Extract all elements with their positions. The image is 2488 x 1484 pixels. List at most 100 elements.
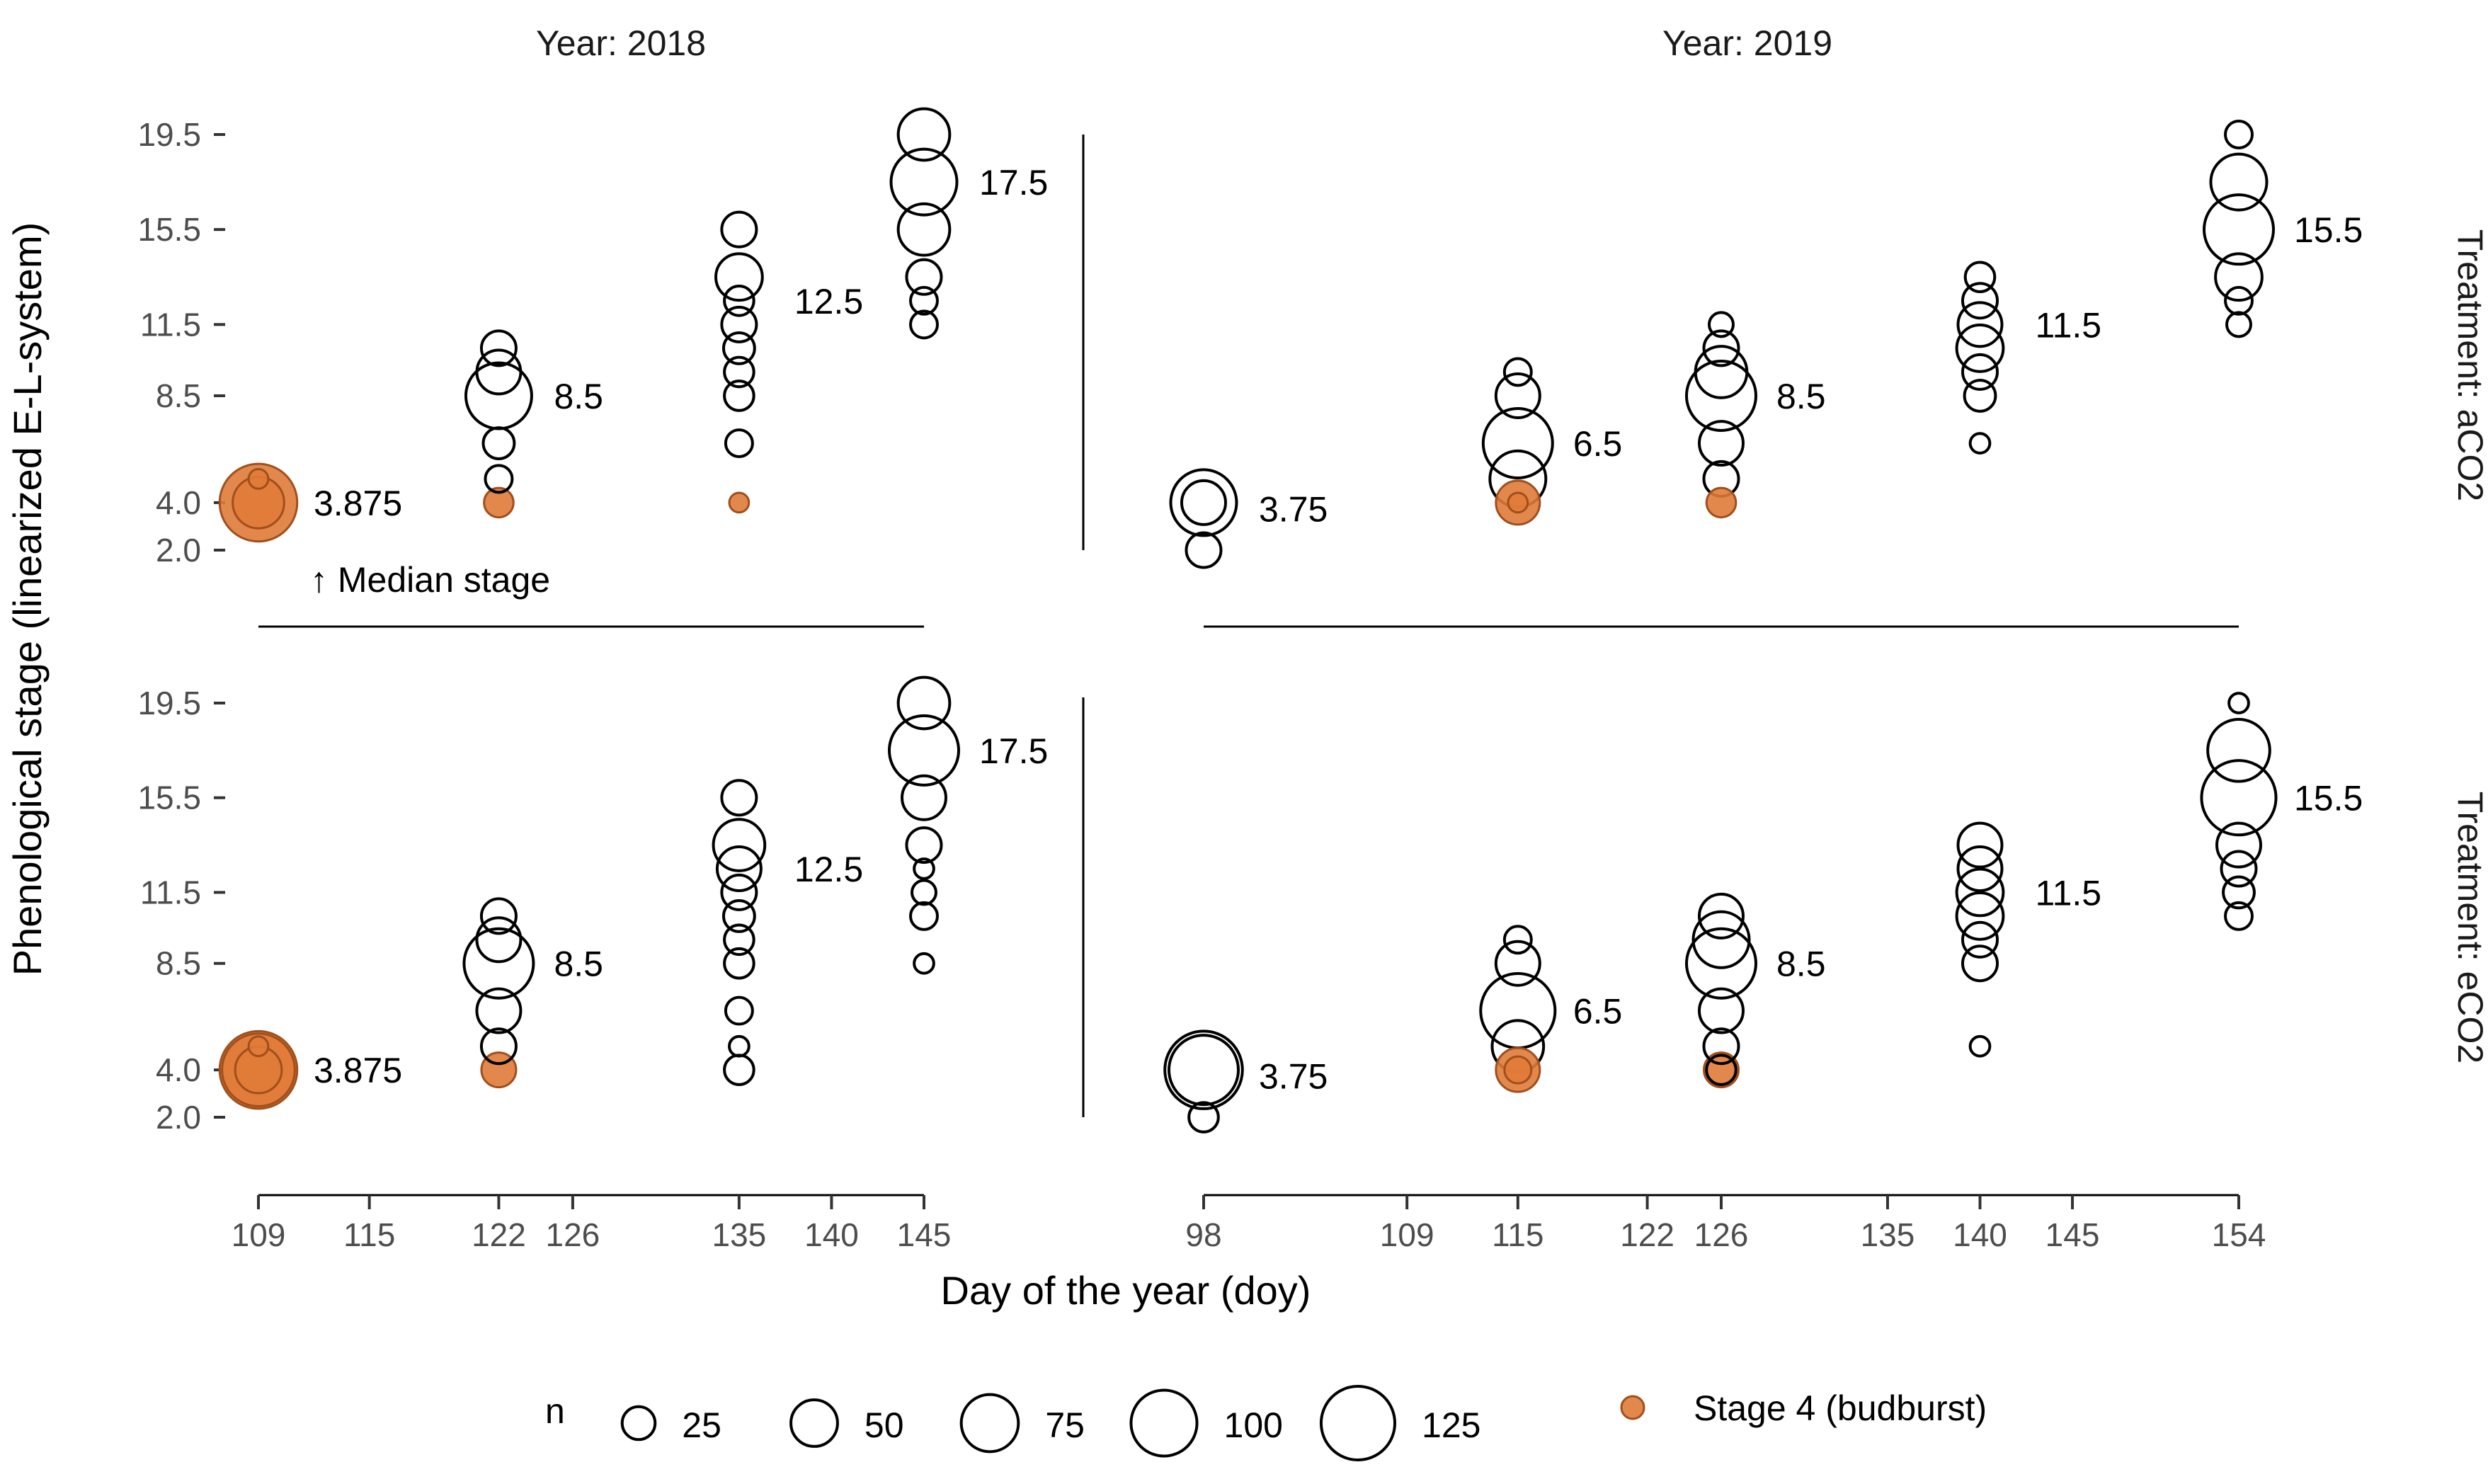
strip-label-aco2: Treatment: aCO2 — [2450, 229, 2488, 501]
stage-bubble — [1708, 311, 1735, 338]
stage-bubble — [913, 857, 935, 880]
median-label: 3.875 — [314, 484, 402, 523]
legend-size-circle — [789, 1398, 839, 1448]
panel-1-0: 3.875 8.5 12.5 17.5 — [218, 675, 1048, 1110]
stage-bubble — [723, 379, 755, 412]
stage-bubble — [905, 826, 943, 864]
stage-bubble — [1963, 261, 1997, 294]
legend-size-circle — [620, 1405, 657, 1442]
y-tick-label: 4.0 — [156, 484, 201, 521]
legend-size-label: 100 — [1224, 1405, 1283, 1445]
stage-bubble — [475, 916, 523, 964]
stage-bubble — [2203, 193, 2275, 266]
stage-bubble — [896, 675, 952, 731]
stage-bubble — [1691, 910, 1751, 969]
legend-size-label: 50 — [864, 1405, 904, 1445]
stage-bubble — [1705, 1054, 1737, 1086]
stage-bubble — [1187, 1101, 1220, 1134]
stage-bubble — [2222, 875, 2256, 910]
stage-bubble — [1956, 821, 2004, 869]
x-tick-label: 135 — [712, 1216, 767, 1253]
stage-bubble — [905, 258, 943, 296]
stage-bubble — [462, 927, 535, 1000]
stage-bubble — [481, 426, 516, 460]
legend-size-label: 25 — [682, 1405, 721, 1445]
strip-label-2019: Year: 2019 — [1662, 23, 1832, 63]
stage-bubble — [475, 348, 523, 396]
strip-label-eco2: Treatment: eCO2 — [2450, 792, 2488, 1063]
stage-bubble — [889, 147, 959, 217]
stage-bubble — [723, 355, 755, 389]
stage-bubble — [1168, 1034, 1240, 1107]
stage-bubble — [1169, 468, 1238, 537]
y-tick-label: 15.5 — [137, 780, 201, 816]
stage-bubble — [2227, 692, 2250, 714]
x-tick-label: 140 — [804, 1216, 859, 1253]
stage-bubble — [724, 995, 754, 1026]
stage-bubble — [479, 897, 518, 935]
stage-bubble — [714, 252, 764, 302]
legend-size-title: n — [545, 1391, 565, 1431]
median-label: 8.5 — [1776, 377, 1826, 416]
stage-bubble — [1180, 479, 1227, 526]
stage-bubble — [721, 898, 756, 933]
stage-bubble — [1702, 329, 1740, 367]
x-tick-label: 115 — [343, 1216, 395, 1253]
stage-bubble — [2206, 718, 2271, 783]
stage-bubble — [1968, 1034, 1992, 1058]
panel-0-1: 3.75 6.5 8.5 11.5 15.5 — [1169, 120, 2363, 569]
stage-bubble — [1494, 940, 1541, 987]
stage-bubble — [721, 331, 756, 365]
stage-bubble — [2200, 759, 2278, 837]
stage-bubble — [888, 714, 960, 787]
y-tick-label: 19.5 — [137, 685, 201, 721]
budburst-bubble — [1507, 491, 1529, 514]
stage-bubble — [2214, 252, 2264, 302]
median-stage-annotation: ↑ Median stage — [310, 560, 550, 600]
y-tick-label: 15.5 — [137, 211, 201, 248]
stage-bubble — [720, 210, 758, 249]
budburst-bubble — [483, 486, 515, 519]
y-axis-title: Phenological stage (linearized E-L-syste… — [5, 222, 50, 976]
median-label: 12.5 — [794, 282, 863, 321]
stage-bubble — [1694, 345, 1749, 399]
budburst-bubble — [728, 491, 751, 514]
stage-bubble — [1963, 379, 1997, 413]
y-tick-label: 4.0 — [156, 1051, 201, 1088]
median-label: 17.5 — [979, 731, 1048, 771]
median-label: 8.5 — [554, 944, 603, 984]
stage-bubble — [1961, 920, 1999, 959]
budburst-bubble — [1503, 1055, 1533, 1085]
x-tick-label: 140 — [1953, 1216, 2007, 1253]
median-label: 3.875 — [314, 1051, 402, 1090]
x-tick-label: 145 — [897, 1216, 952, 1253]
stage-bubble — [723, 947, 755, 980]
legend-size-circle — [1129, 1388, 1199, 1458]
stage-bubble — [896, 202, 952, 257]
stage-bubble — [723, 1054, 755, 1086]
stage-bubble — [1961, 944, 1999, 983]
median-label: 6.5 — [1573, 424, 1623, 464]
legend-size-items: 25 50 75 100 125 — [620, 1384, 1480, 1462]
median-label: 3.75 — [1259, 1057, 1328, 1097]
x-tick-label: 126 — [1694, 1216, 1749, 1253]
stage-bubble — [720, 779, 758, 817]
stage-bubble — [2215, 821, 2262, 869]
stage-bubble — [475, 987, 523, 1034]
stage-bubble — [1955, 891, 2005, 941]
stage-bubble — [913, 952, 935, 975]
y-tick-label: 2.0 — [156, 1099, 201, 1136]
stage-bubble — [1685, 359, 1757, 432]
stage-bubble — [2220, 850, 2258, 888]
strip-label-2018: Year: 2018 — [536, 23, 706, 63]
stage-bubble — [1955, 867, 2005, 918]
median-label: 8.5 — [1776, 944, 1826, 984]
median-label: 11.5 — [2036, 305, 2102, 345]
stage-bubble — [724, 428, 754, 459]
stage-bubble — [2224, 120, 2254, 149]
x-axis-title: Day of the year (doy) — [941, 1268, 1311, 1313]
panel-1-1: 3.75 6.5 8.5 11.5 15.5 — [1163, 692, 2363, 1134]
stage-bubble — [723, 285, 755, 317]
stage-bubble — [1698, 420, 1745, 467]
stage-bubble — [1698, 892, 1745, 940]
